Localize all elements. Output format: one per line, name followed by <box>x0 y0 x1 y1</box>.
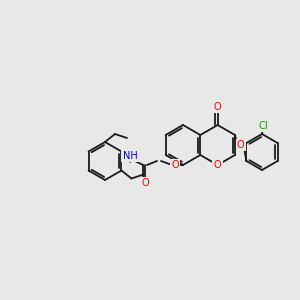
Text: O: O <box>214 102 221 112</box>
Text: O: O <box>214 160 221 170</box>
Text: O: O <box>141 178 149 188</box>
Text: O: O <box>237 140 244 150</box>
Text: NH: NH <box>123 151 137 161</box>
Text: Cl: Cl <box>258 121 268 131</box>
Text: O: O <box>171 160 179 170</box>
